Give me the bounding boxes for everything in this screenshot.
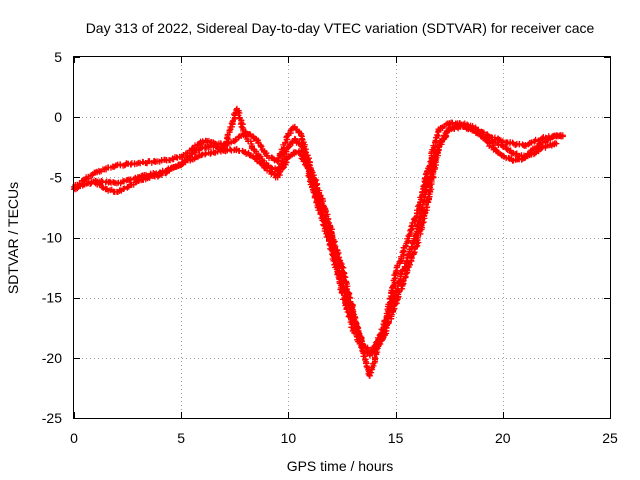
data-point-marker: [408, 223, 415, 230]
data-point-marker: [298, 136, 305, 143]
data-point-marker: [282, 139, 289, 146]
y-tick-label: 5: [54, 49, 62, 65]
x-tick-label: 25: [602, 430, 618, 446]
data-point-marker: [226, 127, 233, 134]
data-point-marker: [335, 267, 342, 274]
data-point-marker: [336, 271, 343, 278]
y-axis-label: SDTVAR / TECUs: [5, 182, 21, 294]
data-point-marker: [155, 172, 162, 179]
data-point-marker: [366, 369, 373, 376]
data-point: [559, 132, 566, 139]
y-tick-label: 0: [54, 109, 62, 125]
data-point-marker: [261, 164, 268, 171]
data-point-marker: [139, 158, 146, 165]
grid-lines: [74, 57, 610, 418]
data-point-marker: [399, 278, 406, 285]
data-point-marker: [331, 249, 338, 256]
series-track-b: [71, 105, 566, 379]
data-point-marker: [85, 173, 92, 180]
data-point-marker: [411, 216, 418, 223]
data-point-marker: [410, 250, 417, 257]
data-point-marker: [344, 294, 351, 301]
y-tick-label: -5: [50, 169, 63, 185]
y-tick-label: -10: [42, 230, 62, 246]
data-point-marker: [441, 133, 448, 140]
data-point-marker: [363, 363, 370, 370]
x-tick-label: 0: [70, 430, 78, 446]
y-tick-labels: 5 0 -5 -10 -15 -20 -25: [42, 49, 62, 426]
data-point-marker: [340, 285, 347, 292]
data-point: [531, 150, 538, 157]
data-point-marker: [434, 131, 441, 138]
data-point-marker: [364, 347, 371, 354]
data-point-marker: [310, 182, 317, 189]
data-point-marker: [432, 155, 439, 162]
x-tick-label: 5: [177, 430, 185, 446]
data-point-marker: [98, 184, 105, 191]
series-track-c: [92, 121, 560, 357]
data-point-marker: [536, 140, 543, 147]
axis-ticks: [74, 57, 611, 419]
chart-title: Day 313 of 2022, Sidereal Day-to-day VTE…: [86, 20, 595, 36]
data-points: [71, 105, 566, 379]
y-tick-label: -25: [42, 410, 62, 426]
data-point-marker: [449, 119, 456, 126]
x-tick-label: 10: [281, 430, 297, 446]
x-tick-label: 15: [388, 430, 404, 446]
x-tick-label: 20: [495, 430, 511, 446]
data-point-marker: [202, 151, 209, 158]
data-point: [553, 140, 560, 147]
data-point-marker: [127, 176, 134, 183]
plot-border: [73, 56, 611, 419]
data-point-marker: [120, 186, 127, 193]
x-axis-label: GPS time / hours: [287, 458, 394, 474]
data-point-marker: [126, 177, 133, 184]
data-point-marker: [98, 177, 105, 184]
data-point-marker: [328, 244, 335, 251]
y-tick-label: -15: [42, 290, 62, 306]
data-point-marker: [470, 126, 477, 133]
y-tick-label: -20: [42, 350, 62, 366]
data-point-marker: [521, 154, 528, 161]
data-point-marker: [420, 219, 427, 226]
x-tick-labels: 0 5 10 15 20 25: [70, 430, 618, 446]
data-point-marker: [379, 335, 386, 342]
